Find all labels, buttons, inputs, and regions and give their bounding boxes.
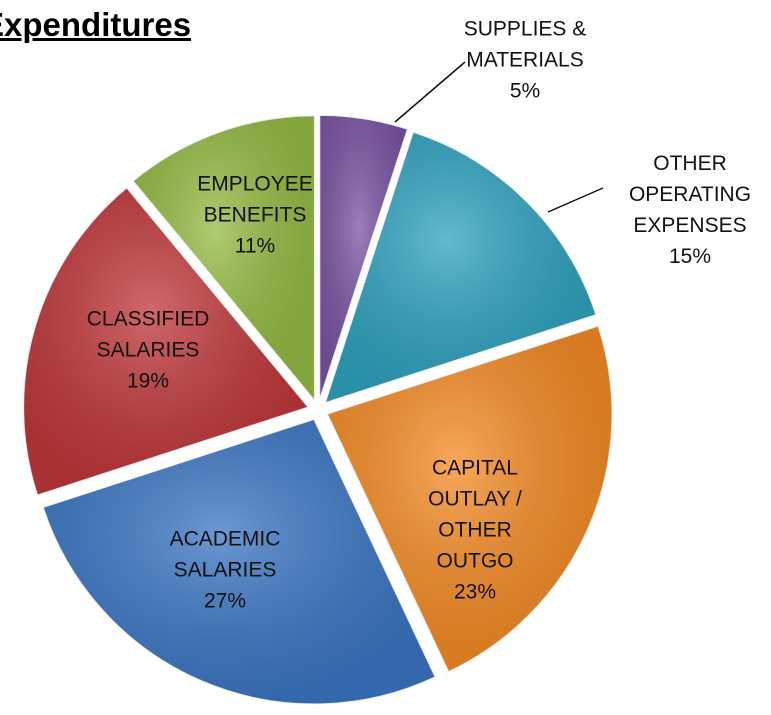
slice-shading: [319, 115, 408, 401]
slice-label: SUPPLIES & MATERIALS 5%: [464, 14, 587, 107]
chart-title: Expenditures: [0, 6, 192, 43]
value-label: 27%: [203, 589, 247, 613]
category-label: CAPITAL OUTLAY / OTHER OUTGO: [428, 456, 522, 573]
slice-label: ACADEMIC SALARIES 27%: [170, 524, 281, 617]
value-label: 23%: [453, 580, 497, 604]
slice-shading: [42, 419, 436, 705]
category-label: SUPPLIES & MATERIALS: [463, 17, 587, 72]
slice-label: EMPLOYEE BENEFITS 11%: [197, 169, 313, 262]
leader-line: [394, 61, 466, 123]
leader-line: [547, 187, 604, 213]
category-label: ACADEMIC SALARIES: [169, 527, 281, 582]
slice-label: OTHER OPERATING EXPENSES 15%: [629, 148, 751, 272]
category-label: EMPLOYEE BENEFITS: [197, 172, 313, 227]
slice-label: CLASSIFIED SALARIES 19%: [87, 304, 210, 397]
value-label: 5%: [509, 79, 541, 103]
value-label: 19%: [126, 369, 170, 393]
category-label: CLASSIFIED SALARIES: [86, 307, 210, 362]
slice-shading: [23, 187, 309, 496]
slice-label: CAPITAL OUTLAY / OTHER OUTGO 23%: [428, 453, 522, 608]
slice-shading: [325, 131, 597, 403]
value-label: 15%: [668, 245, 712, 268]
value-label: 11%: [234, 234, 276, 258]
slice-shading: [327, 325, 613, 672]
category-label: OTHER OPERATING EXPENSES: [628, 152, 752, 237]
slice-shading: [132, 115, 315, 401]
